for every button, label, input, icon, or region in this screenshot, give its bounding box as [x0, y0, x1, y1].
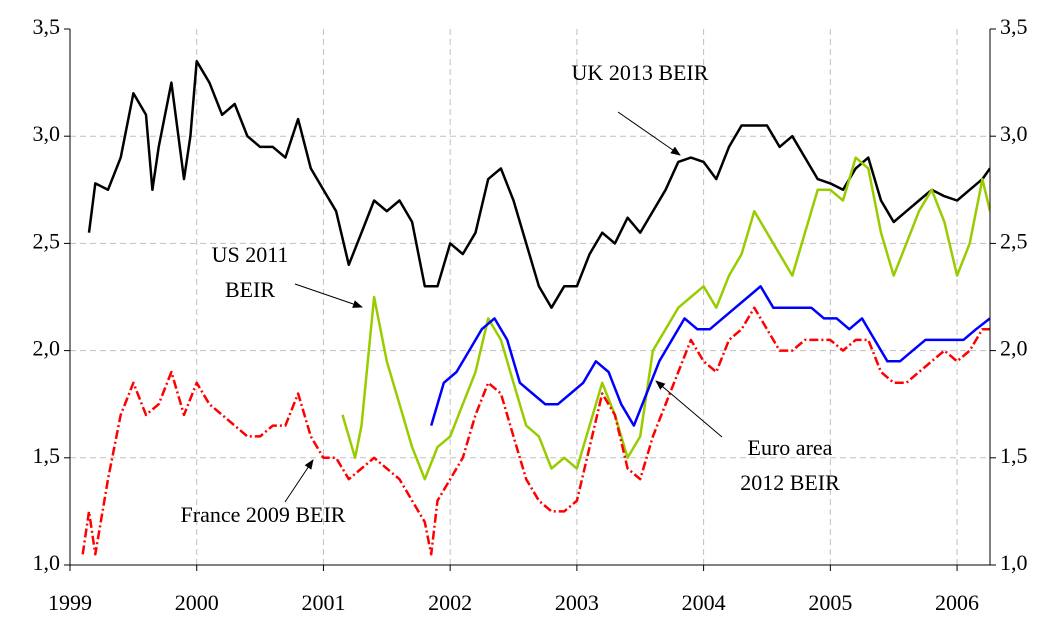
annotation-arrow — [284, 459, 314, 503]
x-tick-label: 2004 — [682, 590, 726, 615]
x-tick-label: 2003 — [555, 590, 599, 615]
annotations: UK 2013 BEIR US 2011 BEIR Euro area 2012 BEI… — [181, 60, 841, 527]
annotation-text: 2012 BEIR — [740, 470, 840, 495]
x-tick-label: 2000 — [175, 590, 219, 615]
y2-tick-label: 1,5 — [1000, 443, 1028, 468]
x-tick-label: 2006 — [935, 590, 979, 615]
y-tick-label: 2,0 — [33, 336, 61, 361]
annotation-text: France 2009 BEIR — [181, 502, 346, 527]
axes: 1,0 1,0 1,5 1,5 2,0 2,0 2,5 2,5 3,0 3,0 3,5 3,5 1999… — [33, 14, 1028, 615]
y-tick-label: 1,5 — [33, 443, 61, 468]
plot-area — [81, 59, 990, 556]
annotation-arrow — [655, 380, 723, 438]
y-tick-label: 2,5 — [33, 228, 61, 253]
annotation-text: BEIR — [225, 277, 275, 302]
grid — [70, 29, 990, 565]
y-tick-label: 3,5 — [33, 14, 61, 39]
x-tick-label: 2005 — [808, 590, 852, 615]
x-tick-label: 1999 — [48, 590, 92, 615]
annotation-arrow — [617, 111, 681, 156]
y2-tick-label: 2,0 — [1000, 336, 1028, 361]
series-line — [341, 156, 990, 481]
annotation-arrow — [294, 283, 363, 308]
series-line — [87, 59, 990, 309]
y2-tick-label: 3,5 — [1000, 14, 1028, 39]
annotation-text: US 2011 — [212, 242, 289, 267]
y2-tick-label: 1,0 — [1000, 550, 1028, 575]
x-tick-label: 2001 — [301, 590, 345, 615]
y2-tick-label: 2,5 — [1000, 228, 1028, 253]
annotation-text: UK 2013 BEIR — [572, 60, 709, 85]
series-line — [81, 306, 990, 556]
y-tick-label: 1,0 — [33, 550, 61, 575]
series-line — [430, 285, 990, 427]
annotation-text: Euro area — [748, 435, 833, 460]
y-tick-label: 3,0 — [33, 121, 61, 146]
x-tick-label: 2002 — [428, 590, 472, 615]
y2-tick-label: 3,0 — [1000, 121, 1028, 146]
